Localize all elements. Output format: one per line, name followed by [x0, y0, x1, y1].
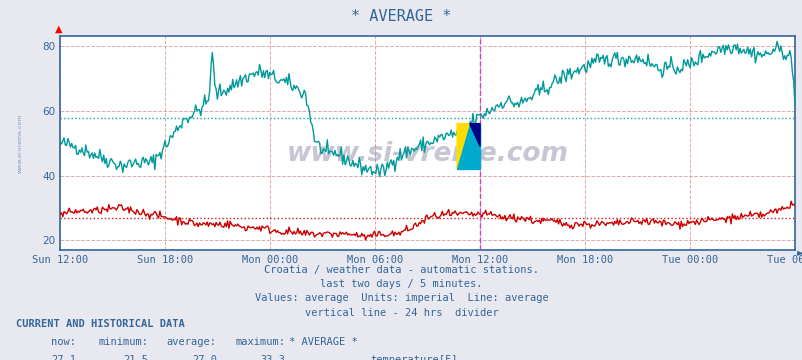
Text: * AVERAGE *: * AVERAGE * [288, 337, 357, 347]
Text: 33.3: 33.3 [260, 355, 285, 360]
Text: now:: now: [51, 337, 76, 347]
Polygon shape [456, 123, 480, 169]
Text: * AVERAGE *: * AVERAGE * [351, 9, 451, 24]
Text: CURRENT AND HISTORICAL DATA: CURRENT AND HISTORICAL DATA [16, 319, 184, 329]
Text: 21.5: 21.5 [124, 355, 148, 360]
Text: Values: average  Units: imperial  Line: average: Values: average Units: imperial Line: av… [254, 293, 548, 303]
Text: www.si-vreme.com: www.si-vreme.com [18, 113, 22, 173]
Text: 27.1: 27.1 [51, 355, 76, 360]
Text: temperature[F]: temperature[F] [370, 355, 457, 360]
Text: www.si-vreme.com: www.si-vreme.com [286, 141, 568, 167]
Text: ►: ► [796, 247, 802, 257]
Text: 27.0: 27.0 [192, 355, 217, 360]
Polygon shape [456, 123, 469, 169]
Text: Croatia / weather data - automatic stations.: Croatia / weather data - automatic stati… [264, 265, 538, 275]
Text: minimum:: minimum: [99, 337, 148, 347]
Text: average:: average: [167, 337, 217, 347]
Text: ▲: ▲ [55, 24, 63, 34]
Polygon shape [469, 123, 480, 147]
Text: vertical line - 24 hrs  divider: vertical line - 24 hrs divider [304, 308, 498, 318]
Text: maximum:: maximum: [235, 337, 285, 347]
Text: last two days / 5 minutes.: last two days / 5 minutes. [320, 279, 482, 289]
